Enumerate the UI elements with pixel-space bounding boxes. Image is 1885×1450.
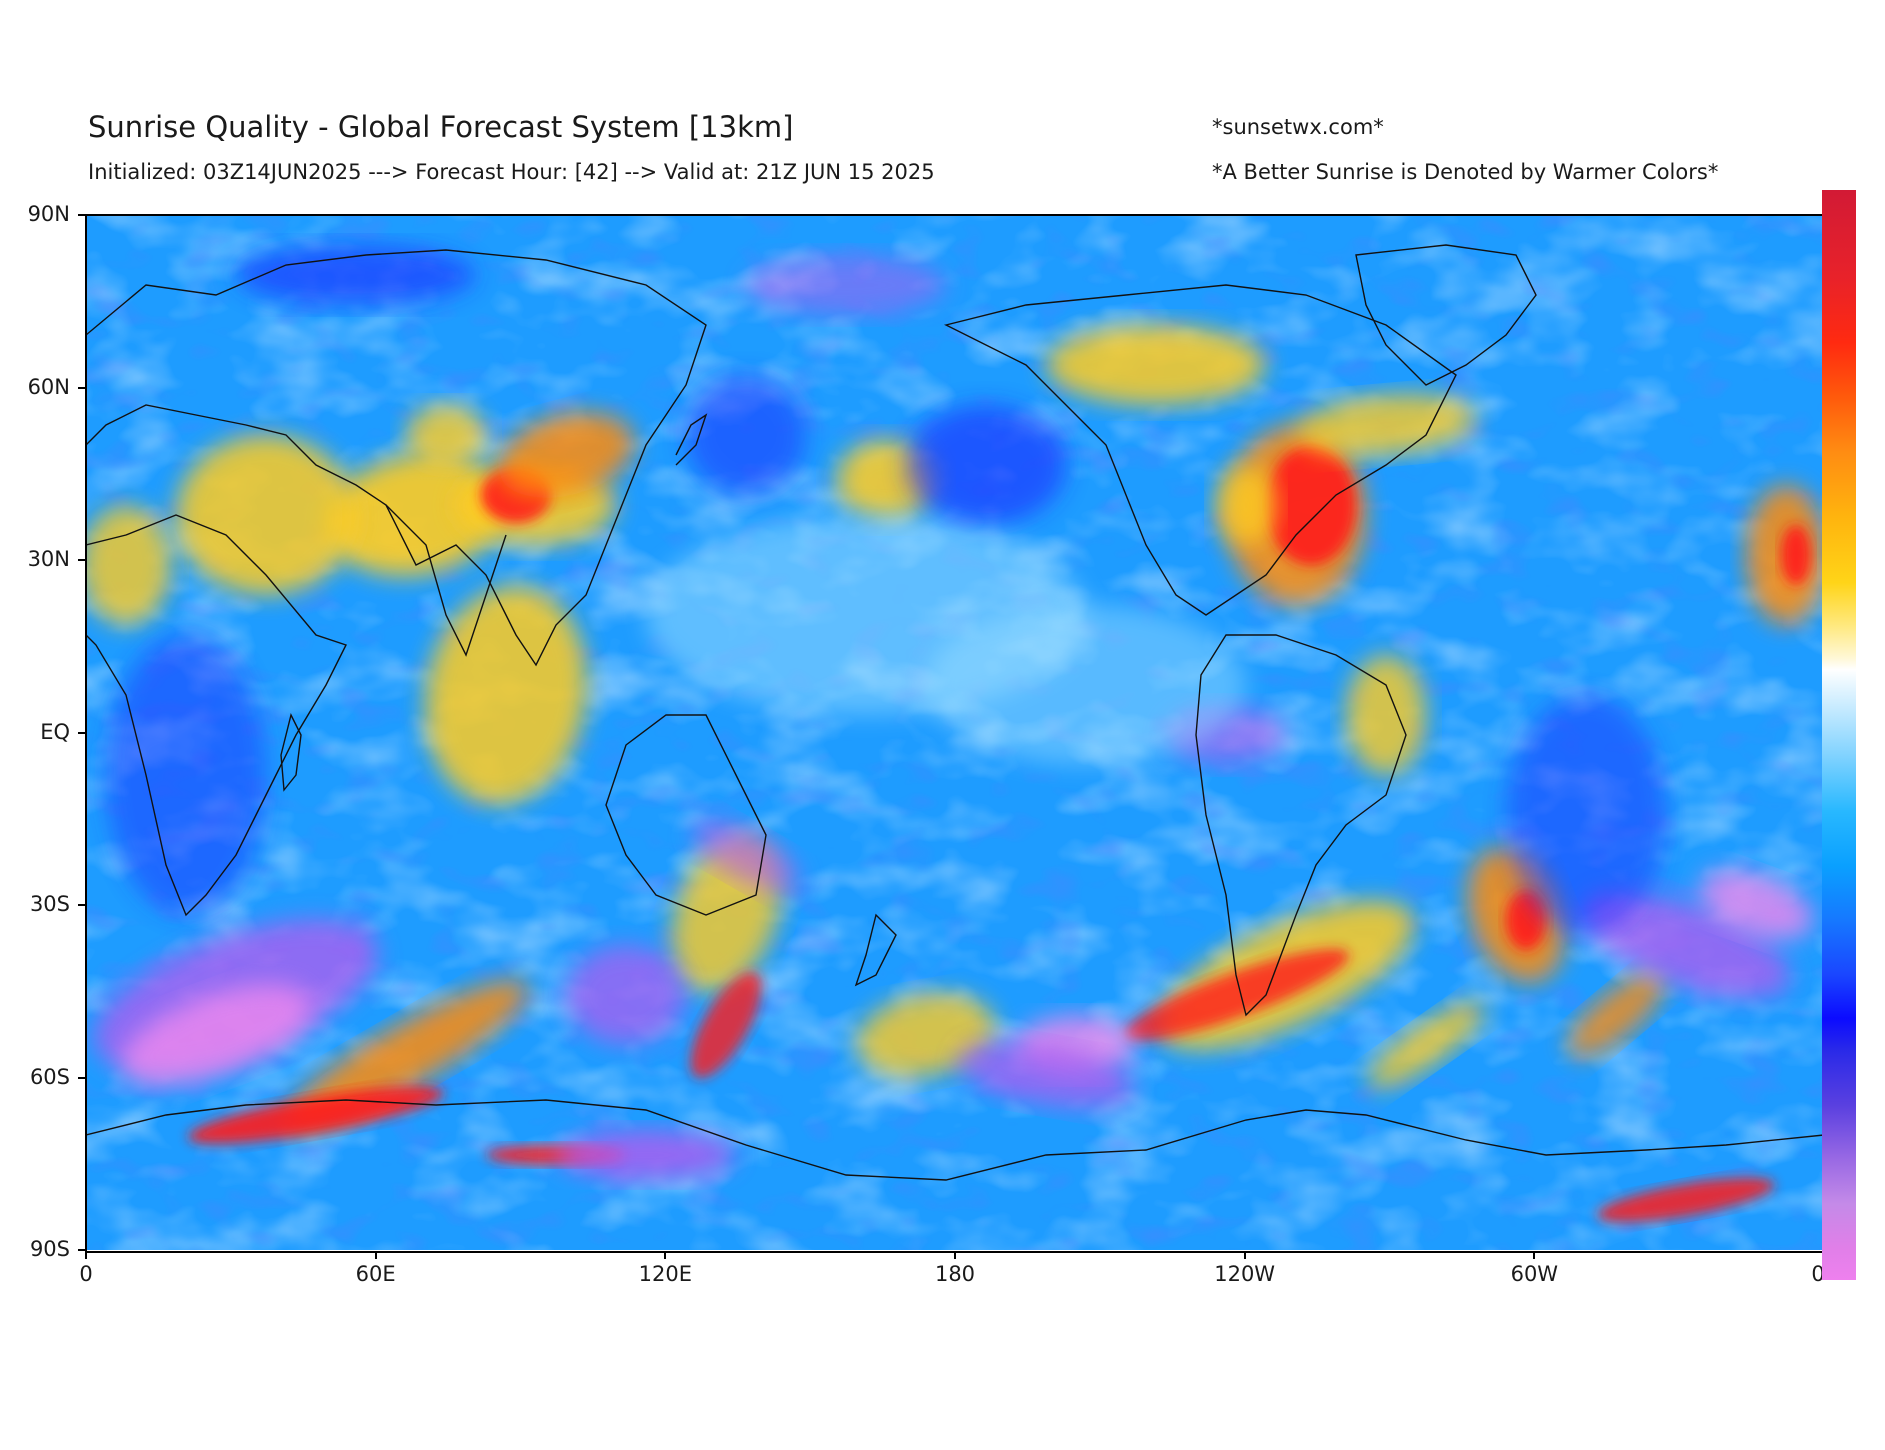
cool-dark-region [906,405,1066,525]
africa-coast [86,514,347,917]
warm-low-region [1346,655,1426,775]
x-tick [1533,1251,1536,1259]
warm-high-region [1597,1177,1775,1223]
x-tick [954,1251,956,1259]
x-tick [374,1251,377,1259]
new-zealand-coast [854,913,897,987]
warm-high-region [1781,525,1811,585]
y-tick [78,559,86,561]
violet-region [746,255,946,315]
greenland-coast [1355,244,1537,386]
coastlines [86,244,1824,1181]
y-tick-label: 90S [29,1237,70,1261]
x-tick-label: 120E [638,1262,693,1286]
y-tick [78,731,86,734]
warm-low-region [1216,465,1276,545]
warm-low-region [406,405,486,465]
y-tick-label: EQ [40,719,70,744]
colorbar [1822,190,1856,1280]
cool-dark-region [686,375,806,495]
cool-dark-region [1506,695,1666,935]
violet-region [957,1041,1135,1109]
x-tick [664,1251,667,1259]
warm-high-region [690,971,762,1079]
x-tick [1243,1251,1246,1259]
cool-light-region [926,605,1246,765]
warm-high-region [187,1086,445,1144]
warm-mid-region [497,412,635,498]
cool-dark-region [236,245,476,305]
x-tick-label: 0 [1811,1262,1825,1286]
warm-low-region [326,453,506,577]
cool-dark-region [106,635,266,915]
japan-coast [675,413,708,466]
violet-region [1581,891,1791,999]
sunrise-quality-field [86,215,1824,1250]
y-tick-label: 90N [27,202,70,226]
warm-low-region [424,585,588,805]
y-tick [78,214,86,216]
warm-low-region [86,505,171,625]
y-tick [78,1076,86,1079]
x-tick-label: 180 [934,1262,976,1286]
warm-mid-region [1567,972,1665,1058]
y-tick-label: 30N [27,547,70,571]
antarctica-coast [86,1099,1824,1181]
warm-high-region [1266,445,1356,565]
india-coast [385,504,507,657]
australia-coast [605,714,767,916]
y-tick-label: 60S [29,1064,70,1089]
warm-low-region [1367,1001,1485,1089]
violet-region [556,1130,736,1180]
y-tick [78,904,86,906]
map-title: Sunrise Quality - Global Forecast System… [88,110,794,144]
x-tick-label: 0 [79,1262,93,1286]
violet-region [566,945,686,1045]
forecast-blobs [86,245,1824,1223]
color-note: *A Better Sunrise is Denoted by Warmer C… [1212,160,1719,184]
north-america-coast [943,284,1457,616]
pink-region [121,984,311,1086]
x-tick-label: 60W [1510,1262,1559,1286]
x-tick-label: 120W [1214,1262,1276,1286]
y-tick [78,1249,86,1251]
y-tick-label: 30S [29,892,70,916]
x-tick-label: 60E [355,1262,396,1286]
violet-region [692,818,800,892]
x-tick [85,1251,87,1259]
map-subtitle: Initialized: 03Z14JUN2025 ---> Forecast … [88,160,935,184]
south-america-coast [1195,634,1407,1017]
forecast-map [86,215,1824,1250]
site-credit: *sunsetwx.com* [1212,115,1384,139]
warm-low-region [1046,325,1266,405]
warm-high-region [1122,949,1350,1041]
warm-low-region [176,435,356,595]
y-tick-label: 60N [27,374,70,399]
eurasia-coast [86,249,707,667]
pink-region [1698,870,1814,940]
warm-low-region [1296,394,1476,456]
madagascar-coast [280,712,302,792]
y-tick [78,386,86,389]
